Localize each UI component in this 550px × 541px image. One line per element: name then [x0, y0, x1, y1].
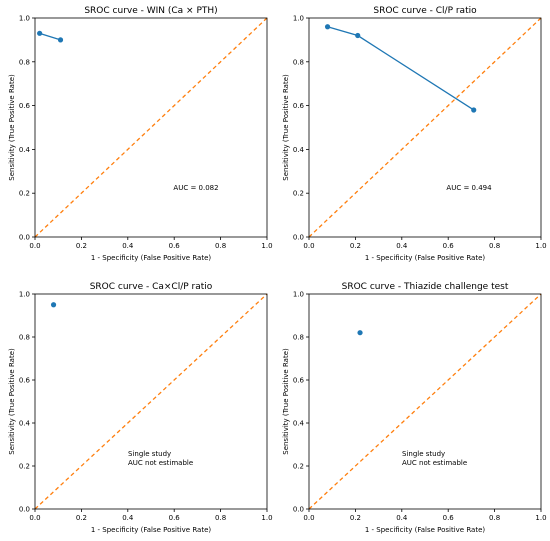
reference-diagonal-line — [34, 293, 268, 510]
y-tick-label: 0.8 — [19, 334, 30, 342]
x-tick-label: 0.8 — [489, 514, 500, 522]
data-point — [355, 32, 361, 39]
x-tick-label: 0.2 — [76, 514, 87, 522]
y-tick-label: 0.4 — [293, 146, 305, 154]
y-tick-label: 0.2 — [19, 190, 30, 198]
x-axis-label: 1 - Specificity (False Positive Rate) — [91, 526, 212, 534]
reference-diagonal-line — [308, 17, 542, 238]
annotation-text: Single study — [128, 450, 171, 458]
y-tick-label: 0.0 — [293, 234, 304, 242]
y-axis-label: Sensitivity (True Positive Rate) — [8, 74, 16, 181]
reference-diagonal-line — [308, 293, 542, 510]
x-tick-label: 0.6 — [443, 514, 455, 522]
x-tick-label: 0.4 — [122, 242, 134, 250]
sroc-panel-2: 0.0 0.2 0.4 0.6 0.8 1.0 0.0 0.2 0.4 0.6 0.8 1.0 SROC… — [282, 6, 547, 262]
x-tick-label: 0.6 — [443, 242, 455, 250]
plot-frame — [34, 17, 268, 238]
x-tick-label: 0.6 — [169, 514, 181, 522]
x-tick-label: 0.0 — [29, 514, 40, 522]
y-tick-label: 0.2 — [293, 463, 304, 471]
x-tick-label: 1.0 — [261, 514, 272, 522]
y-tick-label: 0.4 — [19, 420, 31, 428]
x-tick-label: 0.8 — [215, 514, 226, 522]
y-tick-label: 0.4 — [293, 420, 305, 428]
annotation-text: AUC = 0.494 — [446, 184, 492, 192]
x-tick-label: 0.0 — [303, 242, 314, 250]
y-tick-label: 0.0 — [293, 506, 304, 514]
x-tick-label: 0.0 — [29, 242, 40, 250]
chart-title: SROC curve - Thiazide challenge test — [342, 282, 509, 292]
x-axis-label: 1 - Specificity (False Positive Rate) — [365, 254, 486, 262]
y-axis-label: Sensitivity (True Positive Rate) — [282, 74, 290, 181]
y-tick-label: 0.6 — [19, 377, 31, 385]
y-tick-label: 0.2 — [293, 190, 304, 198]
x-axis-label: 1 - Specificity (False Positive Rate) — [365, 526, 486, 534]
x-tick-label: 1.0 — [261, 242, 272, 250]
y-axis-label: Sensitivity (True Positive Rate) — [8, 348, 16, 455]
x-tick-label: 1.0 — [535, 514, 546, 522]
data-point — [324, 24, 331, 30]
reference-diagonal-line — [34, 17, 268, 238]
sroc-panel-3: 0.0 0.2 0.4 0.6 0.8 1.0 0.0 0.2 0.4 0.6 0.8 1.0 SROC… — [8, 282, 273, 534]
data-point — [57, 37, 64, 43]
y-tick-label: 1.0 — [293, 291, 304, 299]
y-tick-label: 1.0 — [19, 291, 30, 299]
series-line — [39, 32, 61, 41]
y-axis-label: Sensitivity (True Positive Rate) — [282, 348, 290, 455]
y-tick-label: 0.0 — [19, 506, 30, 514]
y-tick-label: 0.2 — [19, 463, 30, 471]
y-tick-label: 0.6 — [293, 102, 305, 110]
y-tick-label: 0.0 — [19, 234, 30, 242]
y-tick-label: 1.0 — [293, 15, 304, 23]
plot-frame — [34, 293, 268, 510]
x-tick-label: 1.0 — [535, 242, 546, 250]
annotation-text: AUC not estimable — [128, 459, 193, 467]
x-tick-label: 0.2 — [350, 242, 361, 250]
chart-title: SROC curve - WIN (Ca × PTH) — [84, 6, 217, 16]
x-tick-label: 0.2 — [76, 242, 87, 250]
x-axis-label: 1 - Specificity (False Positive Rate) — [91, 254, 212, 262]
x-tick-label: 0.4 — [122, 514, 134, 522]
data-point — [50, 302, 57, 308]
y-tick-label: 0.8 — [293, 334, 304, 342]
x-tick-label: 0.4 — [396, 514, 408, 522]
annotation-text: AUC not estimable — [402, 459, 467, 467]
annotation-text: AUC = 0.082 — [173, 184, 218, 192]
sroc-panel-4: 0.0 0.2 0.4 0.6 0.8 1.0 0.0 0.2 0.4 0.6 0.8 1.0 SROC… — [282, 282, 547, 534]
y-tick-label: 0.4 — [19, 146, 31, 154]
chart-title: SROC curve - Cl/P ratio — [373, 6, 477, 16]
x-tick-label: 0.2 — [350, 514, 361, 522]
data-point — [471, 107, 477, 113]
x-tick-label: 0.0 — [303, 514, 314, 522]
series-line — [327, 26, 475, 111]
plot-frame — [308, 293, 542, 510]
x-tick-label: 0.8 — [215, 242, 226, 250]
x-tick-label: 0.4 — [396, 242, 408, 250]
y-tick-label: 0.6 — [19, 102, 31, 110]
x-tick-label: 0.6 — [169, 242, 181, 250]
x-tick-label: 0.8 — [489, 242, 500, 250]
chart-title: SROC curve - Ca×Cl/P ratio — [90, 282, 213, 292]
y-tick-label: 0.8 — [19, 58, 30, 66]
y-tick-label: 0.8 — [293, 58, 304, 66]
y-tick-label: 0.6 — [293, 377, 305, 385]
data-point — [37, 30, 43, 36]
y-tick-label: 1.0 — [19, 15, 30, 23]
annotation-text: Single study — [402, 450, 445, 458]
sroc-panel-1: 0.0 0.2 0.4 0.6 0.8 1.0 0.0 0.2 0.4 0.6 0.8 1.0 SROC… — [8, 6, 273, 262]
data-point — [357, 330, 363, 336]
plot-frame — [308, 17, 542, 238]
